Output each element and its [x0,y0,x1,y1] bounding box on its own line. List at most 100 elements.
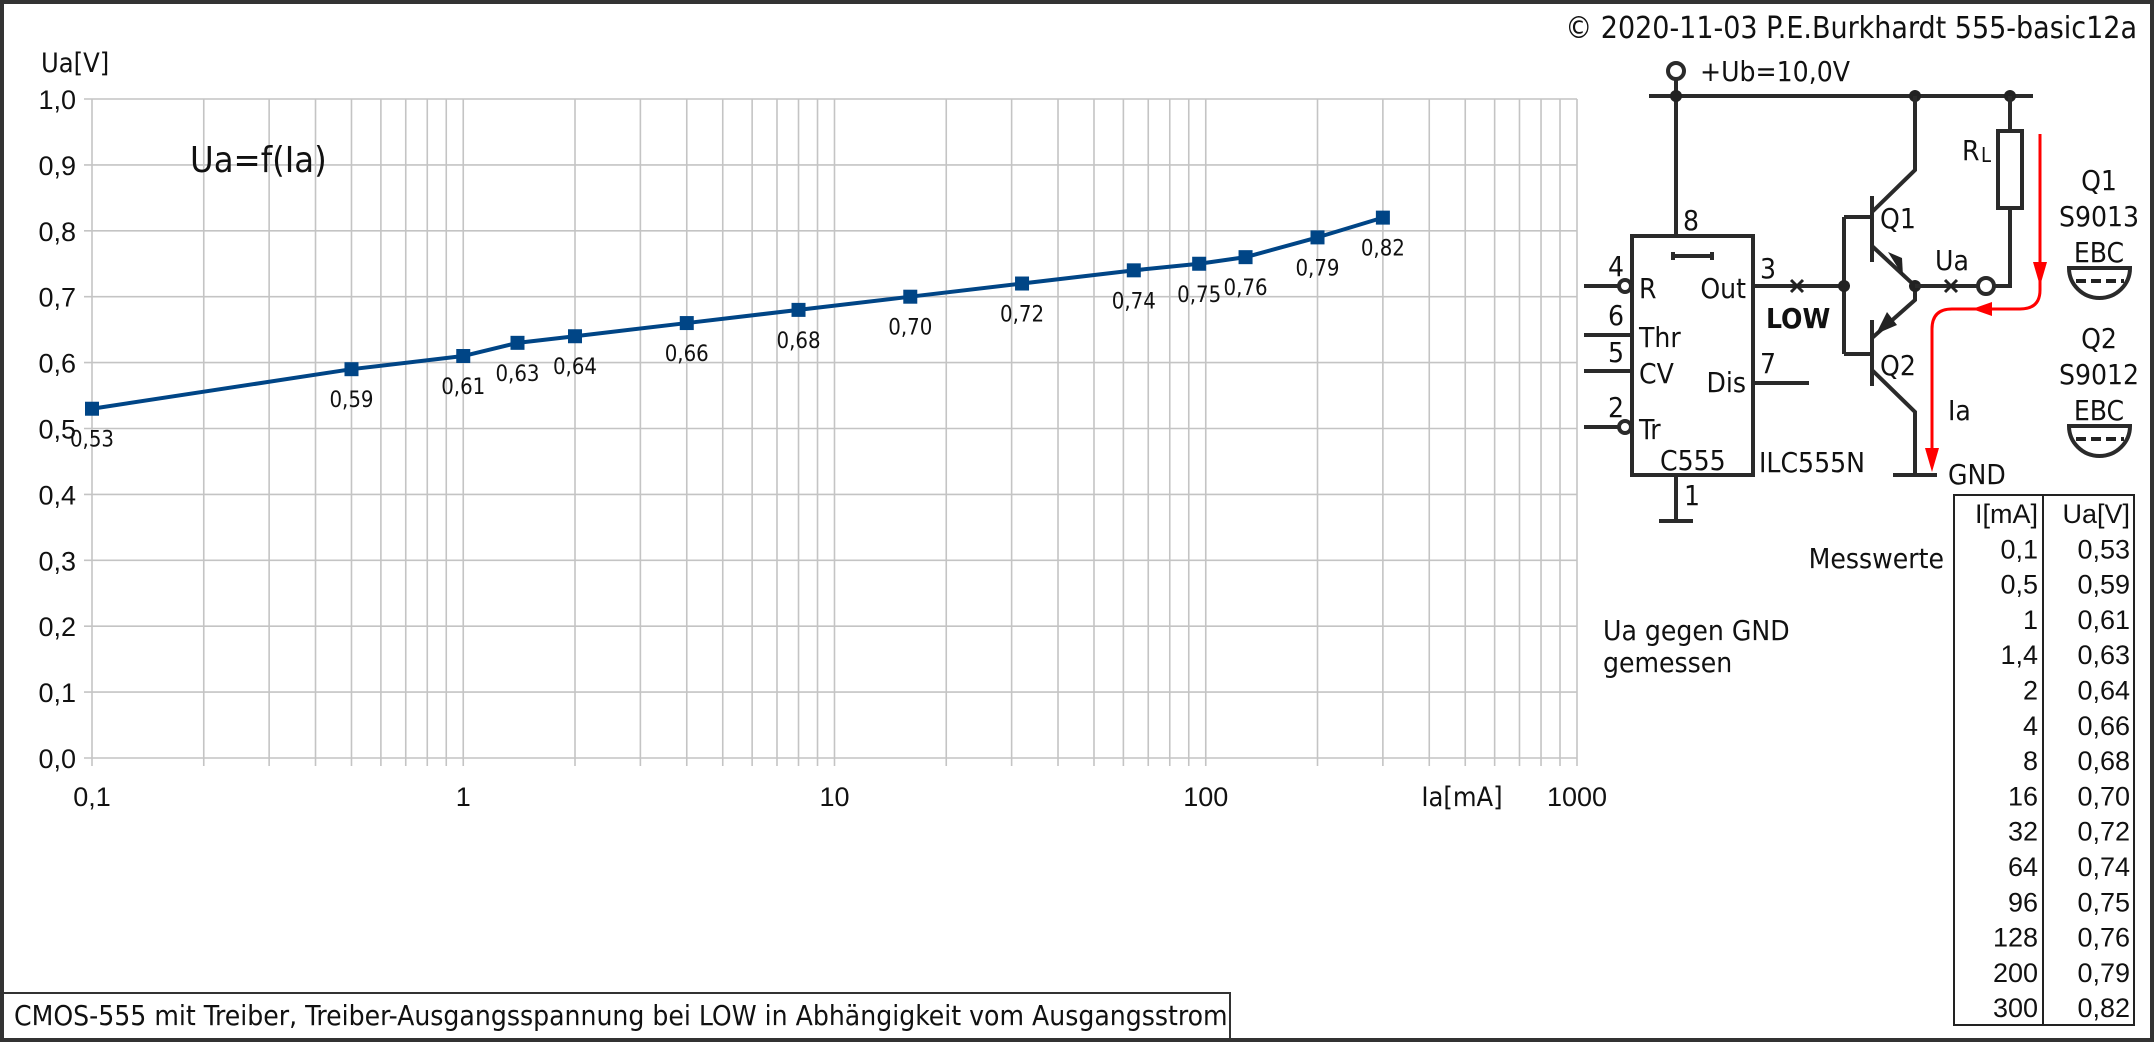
table-cell-voltage: 0,76 [2077,923,2130,953]
junction-dot [1670,90,1682,102]
data-point [791,302,806,317]
data-point [1238,250,1253,265]
chart-grid [84,98,1578,766]
pin-number-7: 7 [1760,347,1776,380]
data-point [568,329,583,344]
pin-label-out: Out [1700,272,1746,305]
table-cell-current: 64 [2008,852,2038,882]
data-label: 0,53 [70,428,114,453]
data-point [1015,276,1030,291]
y-tick-label: 0,2 [38,612,76,642]
data-label: 0,66 [665,342,709,367]
x-tick-label: 0,1 [73,782,111,812]
data-label: 0,68 [776,329,820,354]
x-tick-label: 10 [819,782,849,812]
current-arrow-head [2033,262,2047,286]
current-arrow-head [1972,302,1992,316]
table-cell-current: 96 [2008,887,2038,917]
data-label: 0,63 [495,362,539,387]
y-tick-label: 0,8 [38,217,76,247]
tick-labels: 0,0 0,1 0,2 0,3 0,4 0,5 0,6 0,7 0,8 0,9 1,0 0,1 1 10 1… [38,85,1607,812]
rl-subscript: L [1981,143,1991,167]
data-label: 0,72 [1000,303,1044,328]
data-point [1192,256,1207,271]
y-tick-label: 0,3 [38,546,76,576]
table-cell-voltage: 0,63 [2077,640,2130,670]
chart: Ua[V] Ia[mA] Ua=f(Ia) 0,0 0,1 0,2 0,3 0,4 0,5… [38,48,1607,813]
table-cell-voltage: 0,75 [2077,887,2130,917]
q1-label: Q1 [1880,202,1916,235]
q1-emitter-arrow [1888,252,1903,276]
y-tick-label: 0,1 [38,678,76,708]
q1-info-pinout: EBC [2074,236,2124,269]
data-point [344,362,359,377]
ic-name: C555 [1660,444,1726,477]
table-cell-current: 0,5 [2000,570,2038,600]
output-terminal [1976,276,1996,296]
data-point [456,349,471,364]
current-arrow-head [1925,448,1939,472]
table-cell-voltage: 0,79 [2077,958,2130,988]
data-label: 0,64 [553,355,597,380]
data-label: 0,74 [1112,289,1156,314]
x-axis-label: Ia[mA] [1421,782,1502,813]
data-label: 0,61 [441,375,485,400]
data-label: 0,79 [1295,256,1339,281]
caption-box [2,992,1231,1040]
measure-point-cross [1943,278,1959,294]
to92-package-icon [2066,266,2133,300]
ia-label: Ia [1948,394,1971,427]
table-cell-current: 1,4 [2000,640,2038,670]
table-cell-voltage: 0,53 [2077,534,2130,564]
y-tick-label: 0,9 [38,151,76,181]
ic-input-pins [1584,284,1632,429]
pin-label-tr: Tr [1638,413,1661,446]
table-header-i: I[mA] [1975,499,2038,529]
data-label: 0,59 [329,388,373,413]
caption: CMOS-555 mit Treiber, Treiber-Ausgangssp… [14,999,1228,1032]
y-tick-label: 0,7 [38,283,76,313]
pin-number-4: 4 [1608,250,1624,283]
y-tick-label: 0,5 [38,415,76,445]
table-cell-current: 200 [1993,958,2038,988]
x-tick-label: 1 [456,782,471,812]
y-tick-label: 0,6 [38,349,76,379]
series-line [91,215,1384,411]
pin-number-1: 1 [1684,479,1700,512]
table-cell-voltage: 0,66 [2077,711,2130,741]
table-cell-voltage: 0,72 [2077,817,2130,847]
table-cell-current: 4 [2023,711,2038,741]
gnd-label: GND [1948,458,2006,491]
x-tick-label: 100 [1183,782,1228,812]
pin-label-thr: Thr [1638,321,1681,354]
note-line-1: Ua gegen GND [1603,614,1790,647]
pin-number-2: 2 [1608,391,1624,424]
table-cell-current: 16 [2008,781,2038,811]
pin-number-8: 8 [1683,204,1699,237]
pin-number-3: 3 [1760,252,1776,285]
pin-number-5: 5 [1608,336,1624,369]
rl-label: R [1962,134,1980,167]
note-line-2: gemessen [1603,646,1732,679]
pin-inverting-circle [1617,419,1633,435]
data-point [85,401,99,416]
load-resistor [1996,129,2024,210]
ic-flipflop-symbol [1671,252,1714,260]
table-cell-voltage: 0,82 [2077,993,2130,1023]
table-cell-current: 1 [2023,605,2038,635]
x-tick-label: 1000 [1547,782,1607,812]
to92-package-icon [2066,424,2133,458]
q1-info-name: Q1 [2081,164,2117,197]
y-tick-label: 0,4 [38,480,76,510]
table-cell-current: 128 [1993,923,2038,953]
measurement-table: I[mA] Ua[V] 0,1 0,53 0,5 0,59 1 0,61 1,4 0,63 2 0,6… [1953,494,2135,1026]
table-header-ua: Ua[V] [2062,499,2130,529]
table-label: Messwerte [1809,542,1944,575]
y-tick-label: 0,0 [38,744,76,774]
pin-label-dis: Dis [1706,366,1746,399]
q2-info: Q2 S9012 EBC [2059,322,2139,458]
pin-label-r: R [1639,272,1657,305]
q2-label: Q2 [1880,349,1916,382]
